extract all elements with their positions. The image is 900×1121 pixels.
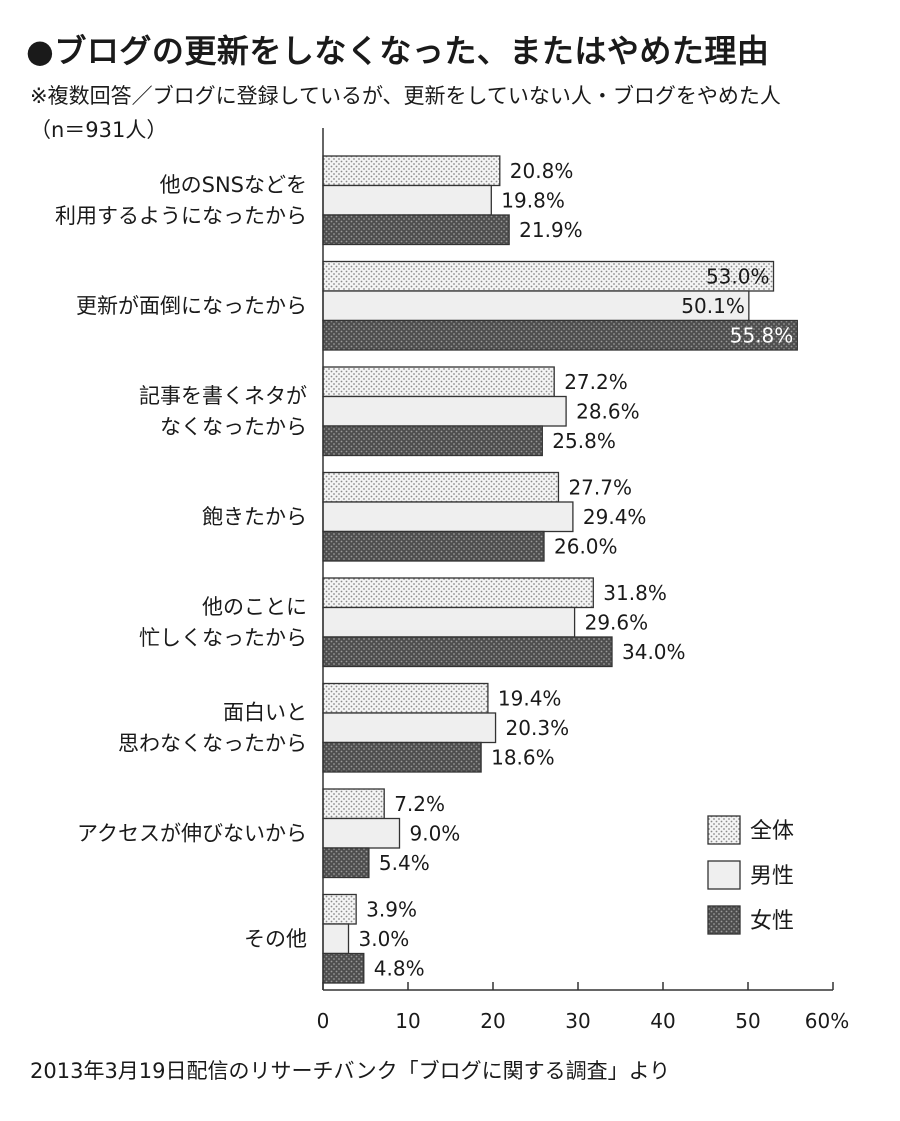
value-label-all: 19.4% — [498, 686, 562, 710]
value-label-male: 3.0% — [359, 927, 410, 951]
value-label-male: 20.3% — [506, 716, 570, 740]
bar-all — [322, 788, 385, 820]
value-label-male: 9.0% — [410, 821, 461, 845]
sample-size: （n＝931人） — [30, 118, 168, 142]
bar-all — [322, 155, 501, 187]
legend-swatch-female — [707, 905, 741, 935]
bar-male — [322, 923, 350, 955]
x-tick-label: 0 — [317, 1009, 330, 1033]
bar-female — [322, 530, 545, 562]
value-label-all: 20.8% — [510, 159, 574, 183]
legend-label-all: 全体 — [750, 819, 794, 844]
bar-male — [322, 606, 576, 638]
category-label: なくなったから — [160, 415, 307, 439]
value-label-female: 25.8% — [552, 429, 616, 453]
bar-all — [322, 577, 594, 609]
bar-female — [322, 847, 370, 879]
value-label-female: 34.0% — [622, 640, 686, 664]
category-label: 他のことに — [202, 595, 307, 619]
category-group: 飽きたから 27.7% 29.4% 26.0% — [202, 471, 647, 562]
category-label: 記事を書くネタが — [139, 384, 307, 408]
value-label-all: 53.0% — [706, 264, 770, 288]
bar-all — [322, 366, 555, 398]
value-label-female: 26.0% — [554, 534, 618, 558]
value-label-female: 18.6% — [491, 745, 555, 769]
x-tick-label: 40 — [650, 1009, 675, 1033]
category-label: 他のSNSなどを — [160, 173, 307, 197]
source-note: 2013年3月19日配信のリサーチバンク「ブログに関する調査」より — [30, 1059, 671, 1083]
category-label: 更新が面倒になったから — [76, 294, 307, 318]
value-label-male: 28.6% — [576, 399, 640, 423]
category-label: 思わなくなったから — [118, 731, 307, 755]
legend-label-female: 女性 — [750, 909, 794, 934]
value-label-female: 5.4% — [379, 851, 430, 875]
value-label-all: 27.7% — [568, 475, 632, 499]
value-label-all: 27.2% — [564, 370, 628, 394]
bar-all — [322, 893, 357, 925]
x-tick-label: 10 — [395, 1009, 420, 1033]
bar-female — [322, 952, 365, 984]
x-tick-label: 20 — [480, 1009, 505, 1033]
value-label-male: 29.4% — [583, 505, 647, 529]
category-group: アクセスが伸びないから 7.2% 9.0% 5.4% — [77, 788, 461, 879]
x-tick-label: 30 — [565, 1009, 590, 1033]
value-label-all: 3.9% — [366, 897, 417, 921]
category-group: その他 3.9% 3.0% 4.8% — [244, 893, 425, 984]
value-label-male: 50.1% — [681, 294, 745, 318]
category-label: 面白いと — [223, 700, 307, 724]
value-label-all: 31.8% — [603, 581, 667, 605]
category-label: 利用するようになったから — [55, 204, 307, 228]
bar-male — [322, 817, 401, 849]
chart-subtitle: ※複数回答／ブログに登録しているが、更新をしていない人・ブログをやめた人 — [30, 84, 781, 108]
category-label: 飽きたから — [202, 505, 307, 529]
category-label: アクセスが伸びないから — [77, 821, 307, 845]
chart-title: ●ブログの更新をしなくなった、またはやめた理由 — [26, 32, 770, 70]
value-label-all: 7.2% — [394, 792, 445, 816]
bar-female — [322, 741, 482, 773]
value-label-female: 21.9% — [519, 218, 583, 242]
bar-male — [322, 712, 497, 744]
value-label-female: 55.8% — [730, 323, 794, 347]
x-tick-label: 50 — [735, 1009, 760, 1033]
bar-male — [322, 395, 567, 427]
x-tick-label: 60% — [805, 1009, 849, 1033]
category-label: その他 — [244, 927, 307, 951]
bar-female — [322, 425, 543, 457]
category-group: 更新が面倒になったから 53.0% 50.1% 55.8% — [76, 260, 798, 351]
value-label-male: 29.6% — [585, 610, 649, 634]
legend-label-male: 男性 — [750, 864, 794, 889]
bar-all — [322, 471, 560, 503]
bar-female — [322, 319, 798, 351]
bar-all — [322, 682, 489, 714]
bar-male — [322, 501, 574, 533]
value-label-female: 4.8% — [374, 956, 425, 980]
bar-all — [322, 260, 775, 292]
bar-female — [322, 636, 613, 668]
category-label: 忙しくなったから — [139, 626, 307, 650]
legend-swatch-all — [707, 815, 741, 845]
legend-swatch-male — [707, 860, 741, 890]
value-label-male: 19.8% — [501, 188, 565, 212]
bar-male — [322, 184, 492, 216]
bar-female — [322, 214, 510, 246]
